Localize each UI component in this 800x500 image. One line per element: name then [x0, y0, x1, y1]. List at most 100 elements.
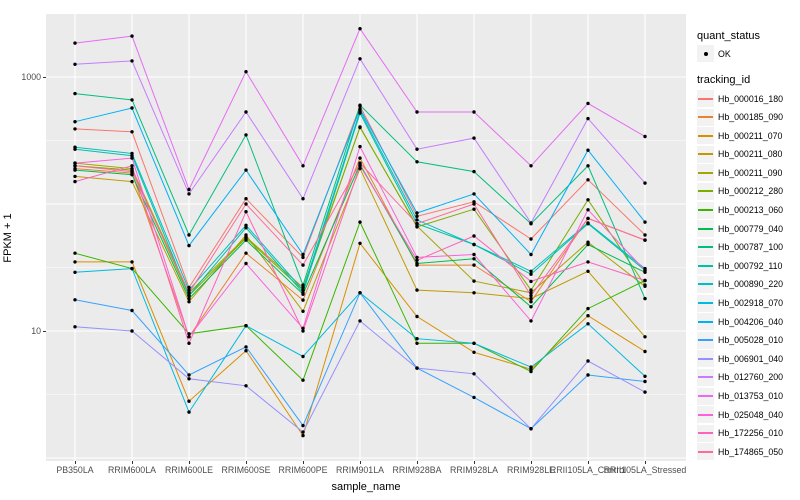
data-point — [586, 322, 590, 326]
data-point — [130, 164, 134, 168]
data-point — [130, 151, 134, 156]
data-point — [130, 59, 134, 63]
data-point — [187, 410, 191, 414]
data-point — [301, 197, 305, 201]
x-tick-mark — [530, 461, 532, 464]
x-tick-mark — [416, 461, 418, 464]
data-point — [529, 427, 533, 431]
x-tick-label-RRIM600SE: RRIM600SE — [221, 465, 271, 475]
data-point — [244, 384, 248, 388]
legend-item-Hb_000779_040: Hb_000779_040 — [697, 220, 783, 238]
data-point — [244, 349, 248, 353]
x-tick-mark — [302, 461, 304, 464]
legend-key — [697, 424, 714, 442]
data-point — [301, 252, 305, 257]
data-point — [301, 433, 305, 438]
x-tick-mark — [74, 461, 76, 464]
data-point — [415, 255, 419, 260]
data-point — [472, 234, 476, 238]
data-point — [187, 341, 191, 345]
data-point — [187, 332, 191, 336]
data-point — [73, 298, 77, 302]
legend-label: Hb_000211_070 — [718, 130, 783, 141]
data-point — [415, 366, 419, 370]
data-point — [130, 156, 134, 160]
line-swatch-icon — [698, 339, 713, 342]
data-point — [73, 120, 77, 124]
data-point — [187, 288, 191, 292]
data-point — [586, 148, 590, 152]
data-point — [73, 179, 77, 184]
data-point — [358, 291, 362, 295]
data-point — [586, 314, 590, 318]
data-point — [586, 164, 590, 168]
data-point — [415, 337, 419, 341]
data-point — [244, 324, 248, 328]
data-point — [73, 41, 77, 45]
x-tick-label-RRII105LA_Control: RRII105LA_Control — [549, 465, 627, 475]
x-tick-label-RRIM600PE: RRIM600PE — [278, 465, 328, 475]
data-point — [529, 279, 533, 284]
data-point — [586, 269, 590, 273]
data-point — [586, 198, 590, 202]
data-point — [586, 359, 590, 363]
y-tick-label: 10 — [31, 326, 41, 336]
data-point — [358, 241, 362, 245]
data-point — [472, 169, 476, 174]
data-point — [358, 220, 362, 224]
plot-panel — [46, 14, 686, 461]
data-point — [130, 308, 134, 313]
data-point — [301, 291, 305, 295]
legend-key — [697, 294, 714, 312]
legend-label: Hb_000185_090 — [718, 112, 784, 123]
legend-label: Hb_025048_040 — [718, 409, 784, 420]
legend-item-Hb_172256_010: Hb_172256_010 — [697, 424, 784, 442]
line-swatch-icon — [698, 134, 713, 137]
data-point — [415, 261, 419, 266]
data-point — [301, 326, 305, 330]
legend-label: Hb_000213_060 — [718, 205, 784, 216]
data-point — [244, 345, 248, 349]
data-point — [415, 214, 419, 218]
line-swatch-icon — [698, 320, 713, 323]
data-point — [130, 34, 134, 38]
chart-canvas — [46, 14, 686, 461]
data-point — [187, 192, 191, 196]
y-tick-mark — [43, 331, 46, 332]
data-point — [586, 101, 590, 106]
x-tick-mark — [245, 461, 247, 464]
legend-label: Hb_002918_070 — [718, 298, 784, 309]
data-point — [244, 238, 248, 242]
data-point — [643, 238, 647, 242]
x-tick-label-RRIM928BA: RRIM928BA — [392, 465, 442, 475]
data-point — [358, 144, 362, 149]
data-point — [244, 133, 248, 137]
data-point — [529, 365, 533, 369]
data-point — [472, 291, 476, 295]
legend-item-Hb_004206_040: Hb_004206_040 — [697, 313, 784, 331]
legend-key — [697, 331, 714, 349]
line-swatch-icon — [698, 450, 713, 453]
data-point — [643, 390, 647, 394]
legend-key — [697, 164, 714, 182]
legend-label: Hb_000212_280 — [718, 186, 784, 197]
data-point — [73, 270, 77, 274]
data-point — [301, 298, 305, 302]
data-point — [529, 269, 533, 273]
data-point — [187, 296, 191, 301]
data-point — [244, 210, 248, 214]
line-swatch-icon — [698, 116, 713, 119]
legend-item-Hb_000211_090: Hb_000211_090 — [697, 164, 783, 182]
data-point — [130, 130, 134, 134]
data-point — [643, 379, 647, 384]
legend-tracking-id-items: Hb_000016_180 Hb_000185_090 Hb_000211_070 H… — [697, 90, 783, 462]
legend-label: Hb_004206_040 — [718, 316, 784, 327]
data-point — [643, 374, 647, 378]
data-point — [187, 300, 191, 304]
legend-title-quant-status: quant_status — [697, 30, 760, 42]
data-point — [529, 300, 533, 304]
data-point — [643, 283, 647, 287]
data-point — [358, 57, 362, 61]
legend-label: Hb_172256_010 — [718, 428, 784, 439]
data-point — [415, 147, 419, 151]
